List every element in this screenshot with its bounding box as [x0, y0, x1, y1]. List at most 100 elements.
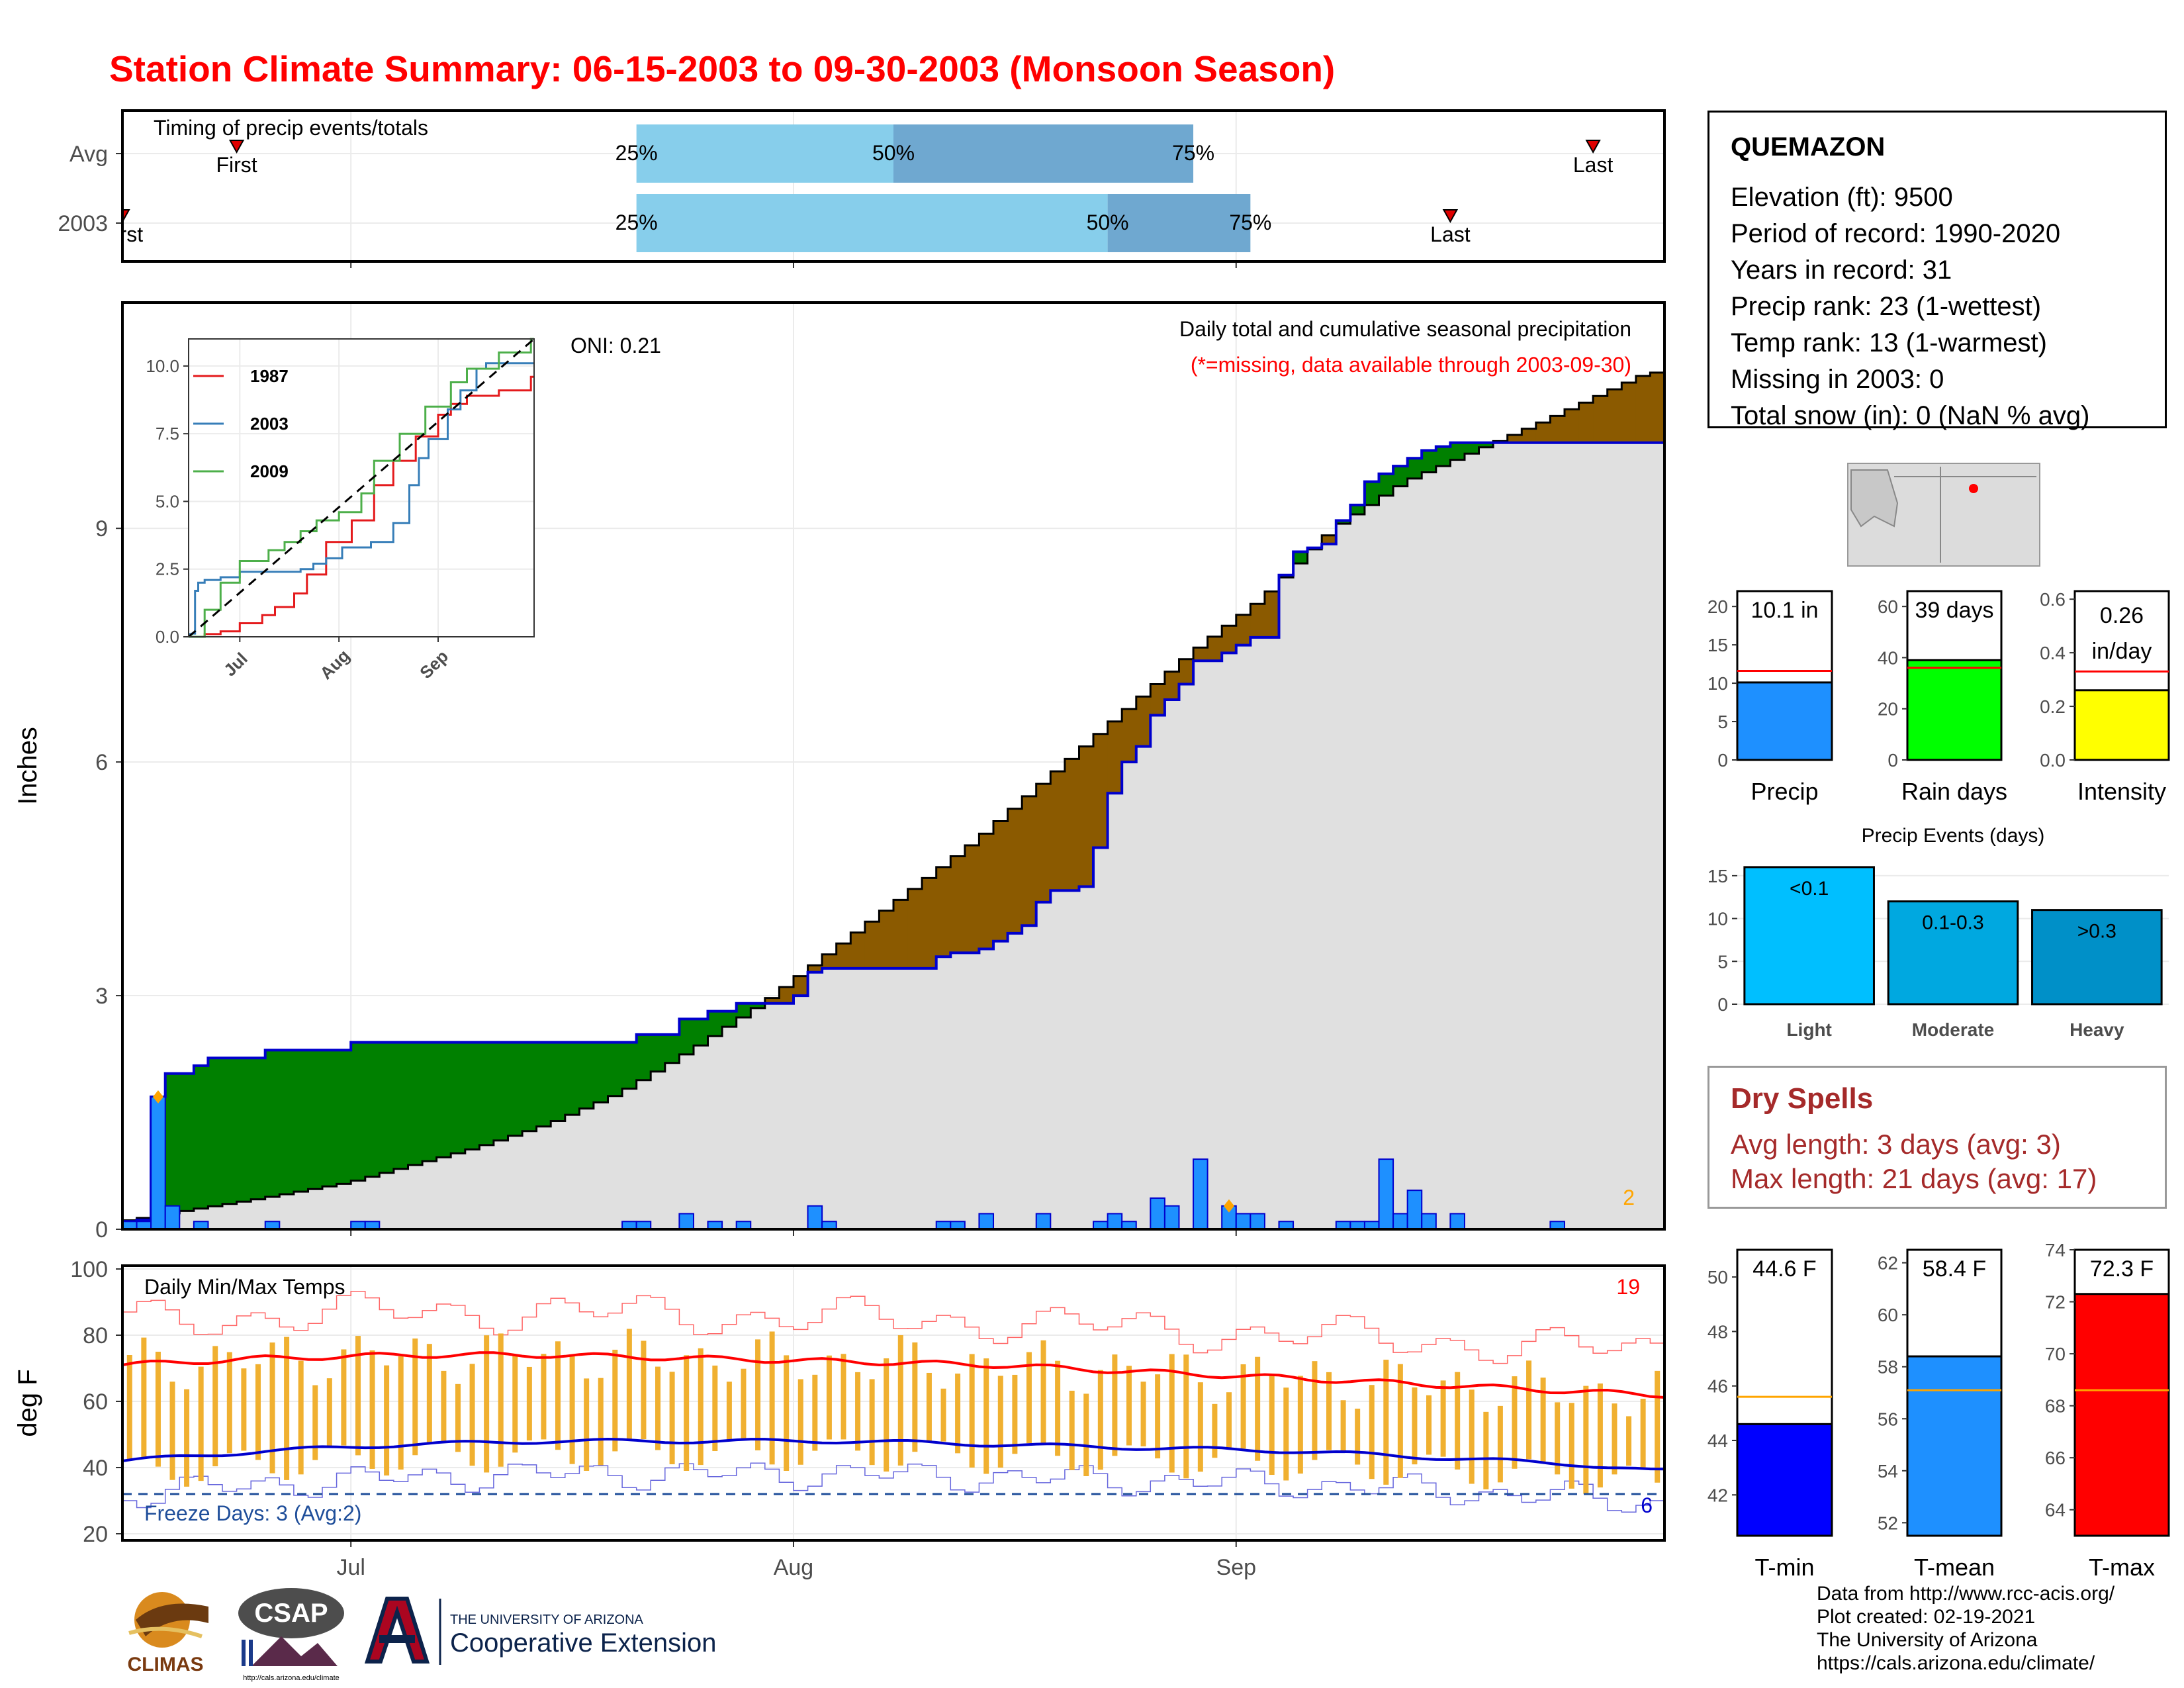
timing-row-label-0: Avg	[69, 142, 108, 167]
precip-cumulative-fill	[1250, 637, 1265, 1229]
rain_days-y-tick-label-0: 0	[1888, 750, 1898, 771]
precip-daily-bar	[1035, 1213, 1052, 1230]
precip-cumulative-fill	[1479, 447, 1494, 1230]
rain_days-y-tick-label-2: 40	[1878, 647, 1898, 668]
ua-logo-university: THE UNIVERSITY OF ARIZONA	[450, 1613, 644, 1627]
precip-behind-avg-segment	[1507, 435, 1522, 443]
timing-bar-q50-q75-1	[1107, 194, 1251, 252]
precip-behind-avg-segment	[807, 965, 823, 972]
precip-ahead-of-avg-segment	[179, 1073, 195, 1211]
precip-ahead-of-avg-segment	[1407, 458, 1422, 479]
tmax-axis-label: T-max	[2089, 1554, 2155, 1581]
tmean-y-tick-label-1: 54	[1878, 1461, 1898, 1481]
precip-cumulative-fill	[608, 1096, 623, 1229]
precip-cumulative-fill	[379, 1172, 394, 1229]
timing-bar-q50-q75-0	[893, 124, 1194, 183]
precip-cumulative-fill	[479, 1145, 494, 1229]
precip-cumulative-fill	[1050, 890, 1066, 1229]
csap-logo-url: http://cals.arizona.edu/climate	[243, 1674, 340, 1682]
tmax-y-tick-label-0: 64	[2045, 1500, 2066, 1521]
precip-daily-bar	[150, 1096, 166, 1230]
temps-daily-range-bar	[1155, 1374, 1161, 1459]
page-title: Station Climate Summary: 06-15-2003 to 0…	[109, 48, 1336, 89]
temps-daily-range-bar	[884, 1358, 889, 1472]
precip-behind-avg-segment	[1093, 733, 1109, 848]
precip-cumulative-fill	[679, 1054, 694, 1229]
precip-panel-border	[121, 301, 1666, 1231]
precip-ahead-of-avg-segment	[722, 1011, 737, 1027]
precip-cumulative-fill	[1336, 524, 1351, 1229]
temps-daily-range-bar	[726, 1382, 732, 1440]
precip-behind-avg-segment	[950, 856, 966, 953]
station-temp-rank: Temp rank: 13 (1-warmest)	[1731, 328, 2047, 357]
precip-cumulative-fill	[1593, 442, 1608, 1230]
precip-missing-marker-0	[152, 1090, 163, 1103]
precip-ahead-of-avg-segment	[165, 1073, 180, 1213]
ua-logo-a-mark	[364, 1597, 430, 1664]
precip-behind-avg-segment	[1550, 416, 1565, 443]
precip-cumulative-fill	[436, 1157, 451, 1229]
precip-cumulative-fill	[1307, 549, 1322, 1229]
location-map-station-marker	[1969, 484, 1978, 493]
intensity-y-tick-label-3: 0.6	[2040, 589, 2066, 610]
precip-cumulative-fill	[308, 1189, 323, 1229]
precip-ahead-of-avg-segment	[565, 1042, 580, 1115]
precip-ahead-of-avg-segment	[479, 1042, 494, 1145]
dry-spells-title: Dry Spells	[1731, 1082, 1874, 1115]
temps-daily-range-bar	[1426, 1395, 1432, 1455]
precip-cumulative-fill	[879, 968, 894, 1229]
events-category-label-1: Moderate	[1912, 1019, 1994, 1040]
temps-daily-range-bar	[369, 1350, 375, 1469]
temps-daily-range-bar	[784, 1355, 790, 1471]
timing-quantile-label: 75%	[1229, 211, 1271, 234]
precip-cumulative-fill	[293, 1192, 309, 1229]
precip-cumulative-fill	[1564, 442, 1580, 1230]
temps-y-tick-label-4: 100	[70, 1257, 108, 1282]
temps-daily-range-bar	[541, 1354, 547, 1440]
precip-behind-avg-segment	[1164, 671, 1180, 700]
tmin-y-tick-label-2: 46	[1707, 1376, 1728, 1397]
precip-y-axis-label: Inches	[13, 727, 42, 805]
precip-cumulative-fill	[336, 1184, 351, 1229]
precip-cumulative-fill	[1635, 442, 1651, 1230]
temps-daily-range-bar	[155, 1351, 161, 1467]
temps-daily-range-bar	[1255, 1356, 1261, 1461]
temps-daily-range-bar	[969, 1354, 975, 1468]
precip-cumulative-fill	[1493, 442, 1508, 1230]
tmean-y-tick-label-3: 58	[1878, 1357, 1898, 1378]
precip-cumulative-fill	[279, 1194, 295, 1229]
temps-daily-range-bar	[555, 1341, 561, 1450]
temps-daily-range-bar	[198, 1366, 204, 1481]
temps-daily-range-bar	[855, 1372, 861, 1451]
precip-cumulative-fill	[1293, 563, 1308, 1229]
precip-behind-avg-segment	[893, 900, 909, 968]
precip-ahead-of-avg-segment	[422, 1042, 437, 1162]
precip-ahead-of-avg-segment	[1350, 504, 1365, 514]
precip-daily-bar	[1406, 1190, 1423, 1231]
tmax-y-tick-label-3: 70	[2045, 1344, 2066, 1364]
tmax-y-tick-label-2: 68	[2045, 1396, 2066, 1417]
precip-ahead-of-avg-segment	[608, 1042, 623, 1096]
precip-behind-avg-segment	[922, 878, 937, 968]
temps-y-tick-label-2: 60	[83, 1389, 108, 1415]
precip-ahead-of-avg-segment	[1422, 450, 1437, 473]
tmin-y-tick-label-1: 44	[1707, 1430, 1728, 1451]
precip-ahead-of-avg-segment	[1293, 551, 1308, 564]
temps-record-high-count: 19	[1616, 1275, 1640, 1299]
precip-cumulative-fill	[408, 1164, 423, 1229]
temps-daily-range-bar	[1340, 1400, 1346, 1452]
temps-daily-range-bar	[212, 1346, 218, 1467]
ua-logo-a-bar	[379, 1635, 415, 1643]
precip-cumulative-fill	[964, 953, 980, 1229]
precip-behind-avg-segment	[779, 987, 794, 1004]
temps-daily-range-bar	[426, 1344, 432, 1443]
timing-bar-q25-q50-0	[636, 124, 893, 183]
precip-ahead-of-avg-segment	[679, 1019, 694, 1055]
intensity-value-label-0: 0.26	[2100, 603, 2144, 628]
precip-behind-avg-segment	[1607, 389, 1622, 443]
csap-logo-mountains	[251, 1636, 338, 1666]
csap-logo-cloud	[238, 1588, 344, 1638]
precip_total-y-tick-label-3: 15	[1707, 635, 1728, 655]
precip-behind-avg-segment	[1236, 614, 1251, 645]
temps-daily-range-bar	[1612, 1403, 1617, 1475]
